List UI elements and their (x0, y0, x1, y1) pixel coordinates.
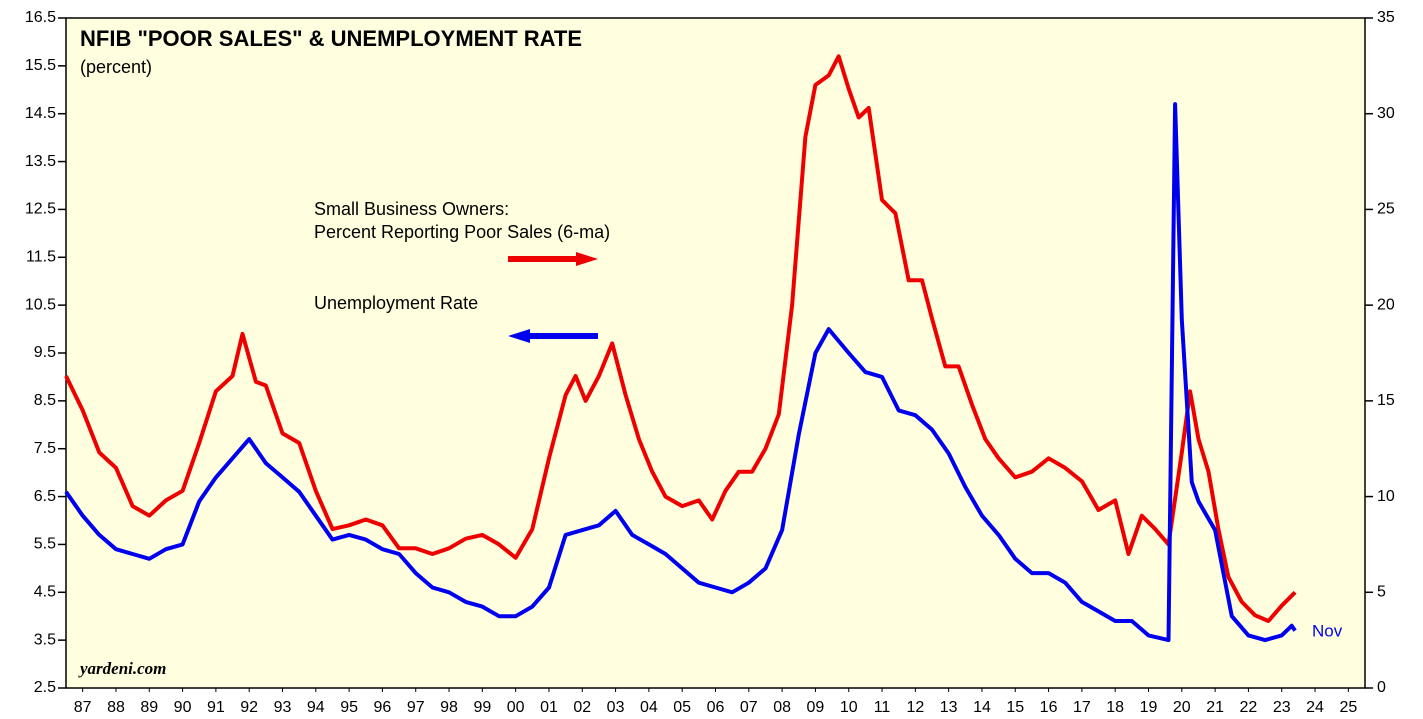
x-tick-label: 21 (1206, 699, 1224, 716)
annotation: Nov (1312, 621, 1343, 640)
y-tick-label: 12.5 (25, 201, 56, 218)
y-tick-label: 6.5 (34, 488, 56, 505)
x-tick-label: 19 (1140, 699, 1158, 716)
plot-area (65, 17, 1366, 689)
source-label: yardeni.com (78, 659, 166, 678)
y2-tick-label: 30 (1377, 105, 1395, 122)
x-tick-label: 25 (1339, 699, 1357, 716)
series-line (64, 54, 1297, 623)
y-tick-label: 9.5 (34, 344, 56, 361)
y2-tick-label: 20 (1377, 296, 1395, 313)
x-tick-label: 96 (374, 699, 392, 716)
x-tick-label: 16 (1040, 699, 1058, 716)
y-tick-label: 16.5 (25, 9, 56, 26)
y-tick-label: 4.5 (34, 584, 56, 601)
y-tick-label: 15.5 (25, 57, 56, 74)
x-tick-label: 88 (107, 699, 125, 716)
y-tick-label: 8.5 (34, 392, 56, 409)
x-tick-label: 12 (906, 699, 924, 716)
annotation: Unemployment Rate (314, 293, 478, 313)
y2-tick-label: 0 (1377, 679, 1386, 696)
x-tick-label: 91 (207, 699, 225, 716)
y-tick-label: 13.5 (25, 153, 56, 170)
x-tick-label: 98 (440, 699, 458, 716)
x-tick-label: 11 (874, 699, 891, 716)
x-tick-label: 97 (407, 699, 425, 716)
x-tick-label: 03 (607, 699, 625, 716)
x-tick-label: 10 (840, 699, 858, 716)
x-tick-label: 92 (240, 699, 258, 716)
x-tick-label: 05 (673, 699, 691, 716)
x-tick-label: 24 (1306, 699, 1324, 716)
y-tick-label: 3.5 (34, 631, 56, 648)
x-tick-label: 23 (1273, 699, 1291, 716)
chart-title: NFIB "POOR SALES" & UNEMPLOYMENT RATE (80, 26, 582, 51)
x-tick-label: 87 (74, 699, 92, 716)
x-tick-label: 04 (640, 699, 658, 716)
annotation: Percent Reporting Poor Sales (6-ma) (314, 222, 610, 242)
x-tick-label: 00 (507, 699, 525, 716)
x-tick-label: 17 (1073, 699, 1091, 716)
x-tick-label: 90 (174, 699, 192, 716)
x-tick-label: 20 (1173, 699, 1191, 716)
blue-arrow (508, 329, 598, 343)
x-tick-label: 01 (540, 699, 558, 716)
y-tick-label: 2.5 (34, 679, 56, 696)
y2-tick-label: 35 (1377, 9, 1395, 26)
x-tick-label: 93 (274, 699, 292, 716)
y2-tick-label: 5 (1377, 584, 1386, 601)
y2-tick-label: 15 (1377, 392, 1395, 409)
x-tick-label: 18 (1106, 699, 1124, 716)
x-tick-label: 22 (1240, 699, 1258, 716)
x-tick-label: 06 (707, 699, 725, 716)
y-tick-label: 11.5 (26, 249, 56, 266)
x-tick-label: 09 (807, 699, 825, 716)
y-tick-label: 14.5 (25, 105, 56, 122)
x-tick-label: 15 (1006, 699, 1024, 716)
y-tick-label: 7.5 (34, 440, 56, 457)
y2-tick-label: 10 (1377, 488, 1395, 505)
y-tick-label: 10.5 (25, 296, 56, 313)
x-tick-label: 13 (940, 699, 958, 716)
y-tick-label: 5.5 (34, 536, 56, 553)
x-tick-label: 95 (340, 699, 358, 716)
subtitle: (percent) (80, 57, 152, 77)
x-tick-label: 99 (473, 699, 491, 716)
x-tick-label: 07 (740, 699, 758, 716)
red-arrow (508, 252, 598, 266)
x-tick-label: 89 (140, 699, 158, 716)
y2-tick-label: 25 (1377, 201, 1395, 218)
x-tick-label: 02 (573, 699, 591, 716)
x-tick-label: 94 (307, 699, 325, 716)
x-tick-label: 08 (773, 699, 791, 716)
series-line (64, 102, 1297, 643)
annotation: Small Business Owners: (314, 199, 509, 219)
x-tick-label: 14 (973, 699, 991, 716)
